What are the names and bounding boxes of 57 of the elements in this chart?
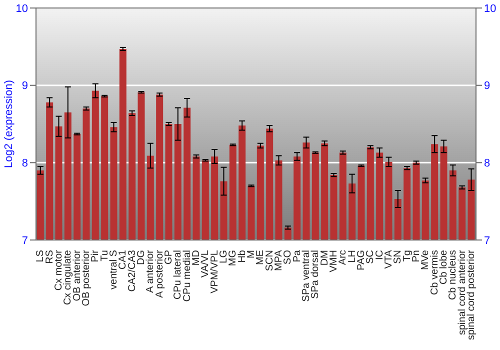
y-axis-title: Log2 (expression): [2, 80, 15, 168]
x-tick-label: LG: [218, 250, 230, 264]
x-tick-label: SC: [365, 250, 376, 264]
x-tick-label: SO: [282, 250, 294, 264]
x-tick-label: Arc: [338, 250, 349, 265]
x-tick-label: VPM/VPL: [209, 250, 220, 294]
x-tick-label: spinal cord posterior: [466, 249, 477, 340]
x-tick-label: Cx motor: [53, 249, 64, 291]
x-tick-label: Cb vermis: [429, 250, 440, 296]
x-tick-label: Pn: [410, 250, 422, 262]
x-tick-label: VMH: [328, 250, 340, 272]
x-tick-label: Pa: [292, 250, 303, 262]
x-tick-label: MG: [228, 250, 239, 266]
x-tick-label: MPA: [273, 250, 284, 271]
x-tick-label: CA1: [118, 250, 129, 270]
x-tick-label: A anterior: [145, 249, 156, 293]
x-tick-label: Cx cingulate: [62, 250, 74, 306]
x-tick-label: ventral S: [108, 250, 120, 290]
x-tick-label: PAG: [356, 250, 367, 270]
x-tick-label: VTA: [383, 250, 394, 269]
x-tick-label: ME: [255, 250, 266, 265]
x-tick-label: M: [246, 250, 257, 258]
x-tick-label: OB anterior: [72, 249, 83, 302]
y2-tick-label: 10: [484, 2, 496, 15]
x-tick-label: spinal cord anterior: [456, 249, 468, 336]
x-tick-label: Tg: [402, 250, 413, 262]
x-tick-label: RS: [44, 250, 56, 264]
y-tick-label: 8: [22, 158, 28, 170]
x-tick-label: SPa ventral: [300, 250, 312, 302]
y-tick-label: 7: [22, 234, 28, 247]
x-tick-label: Pir: [90, 249, 102, 262]
x-tick-label: SPa dorsal: [310, 250, 322, 299]
y-tick-label: 10: [16, 2, 28, 15]
x-tick-label: CPu medial: [182, 250, 193, 302]
x-tick-label: LH: [346, 250, 358, 263]
x-tick-label: OB posterior: [80, 249, 92, 306]
x-tick-label: GP: [163, 250, 174, 264]
y2-tick-label: 9: [484, 80, 490, 92]
x-tick-label: LS: [35, 250, 46, 262]
x-tick-label: Tu: [99, 250, 110, 262]
x-tick-label: IC: [374, 250, 386, 260]
x-tick-label: SN: [392, 250, 404, 264]
x-tick-label: A posterior: [154, 249, 166, 298]
x-tick-label: Cb lobe: [438, 250, 450, 284]
x-tick-label: Hb: [236, 250, 248, 263]
x-tick-label: VA/VL: [200, 250, 212, 278]
x-tick-label: CA2/CA3: [126, 250, 138, 292]
x-tick-label: Cb nucleus: [448, 250, 459, 300]
y-tick-label: 9: [22, 80, 28, 92]
x-tick-label: MVe: [420, 250, 432, 270]
x-tick-label: CPu lateral: [172, 250, 184, 300]
x-tick-label: MD: [190, 250, 202, 266]
x-tick-label: SCN: [264, 250, 276, 272]
y2-tick-label: 7: [484, 234, 490, 247]
x-tick-label: DG: [136, 250, 147, 265]
y2-tick-label: 8: [484, 158, 490, 170]
x-tick-label: DM: [319, 250, 330, 266]
